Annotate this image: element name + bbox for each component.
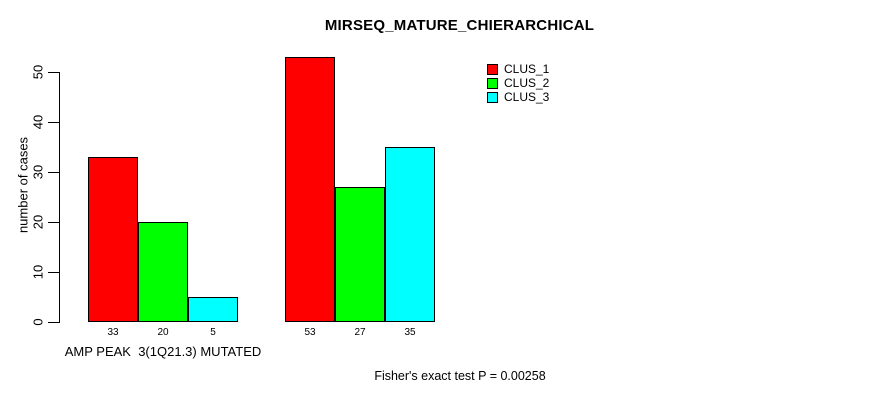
bar-clus_2-group1 <box>138 222 188 322</box>
fisher-test-annotation: Fisher's exact test P = 0.00258 <box>374 369 546 383</box>
legend-label: CLUS_2 <box>504 76 550 90</box>
bar-value-label: 33 <box>107 327 119 338</box>
legend-item: CLUS_1 <box>487 62 550 76</box>
y-axis-tick <box>48 272 59 273</box>
y-axis-tick <box>48 222 59 223</box>
bar-value-label: 53 <box>304 327 316 338</box>
bar-clus_3-group1 <box>188 297 238 322</box>
bar-clus_1-group2 <box>285 57 335 322</box>
y-axis-tick-label: 30 <box>30 164 46 180</box>
x-group-label: AMP PEAK 3(1Q21.3) MUTATED <box>64 344 262 359</box>
legend-label: CLUS_1 <box>504 62 550 76</box>
bar-clus_2-group2 <box>335 187 385 322</box>
legend-swatch-clus-2 <box>487 78 498 89</box>
y-axis-tick-label: 50 <box>30 64 46 80</box>
bar-value-label: 27 <box>354 327 366 338</box>
legend-swatch-clus-3 <box>487 92 498 103</box>
bar-value-label: 20 <box>157 327 169 338</box>
y-axis-tick <box>48 122 59 123</box>
chart-title: MIRSEQ_MATURE_CHIERARCHICAL <box>324 17 595 34</box>
legend-item: CLUS_3 <box>487 90 550 104</box>
legend: CLUS_1 CLUS_2 CLUS_3 <box>487 62 550 106</box>
y-axis-tick-label: 40 <box>30 114 46 130</box>
y-axis-tick-label: 10 <box>30 264 46 280</box>
y-axis-tick-label: 0 <box>30 318 46 326</box>
y-axis-line <box>59 72 60 323</box>
bar-clus_3-group2 <box>385 147 435 322</box>
y-axis-tick <box>48 72 59 73</box>
y-axis-tick-label: 20 <box>30 214 46 230</box>
bar-value-label: 5 <box>210 327 216 338</box>
legend-swatch-clus-1 <box>487 64 498 75</box>
legend-label: CLUS_3 <box>504 90 550 104</box>
bar-clus_1-group1 <box>88 157 138 322</box>
y-axis-tick <box>48 322 59 323</box>
y-axis-title: number of cases <box>15 136 31 234</box>
y-axis-tick <box>48 172 59 173</box>
legend-item: CLUS_2 <box>487 76 550 90</box>
bar-value-label: 35 <box>404 327 416 338</box>
